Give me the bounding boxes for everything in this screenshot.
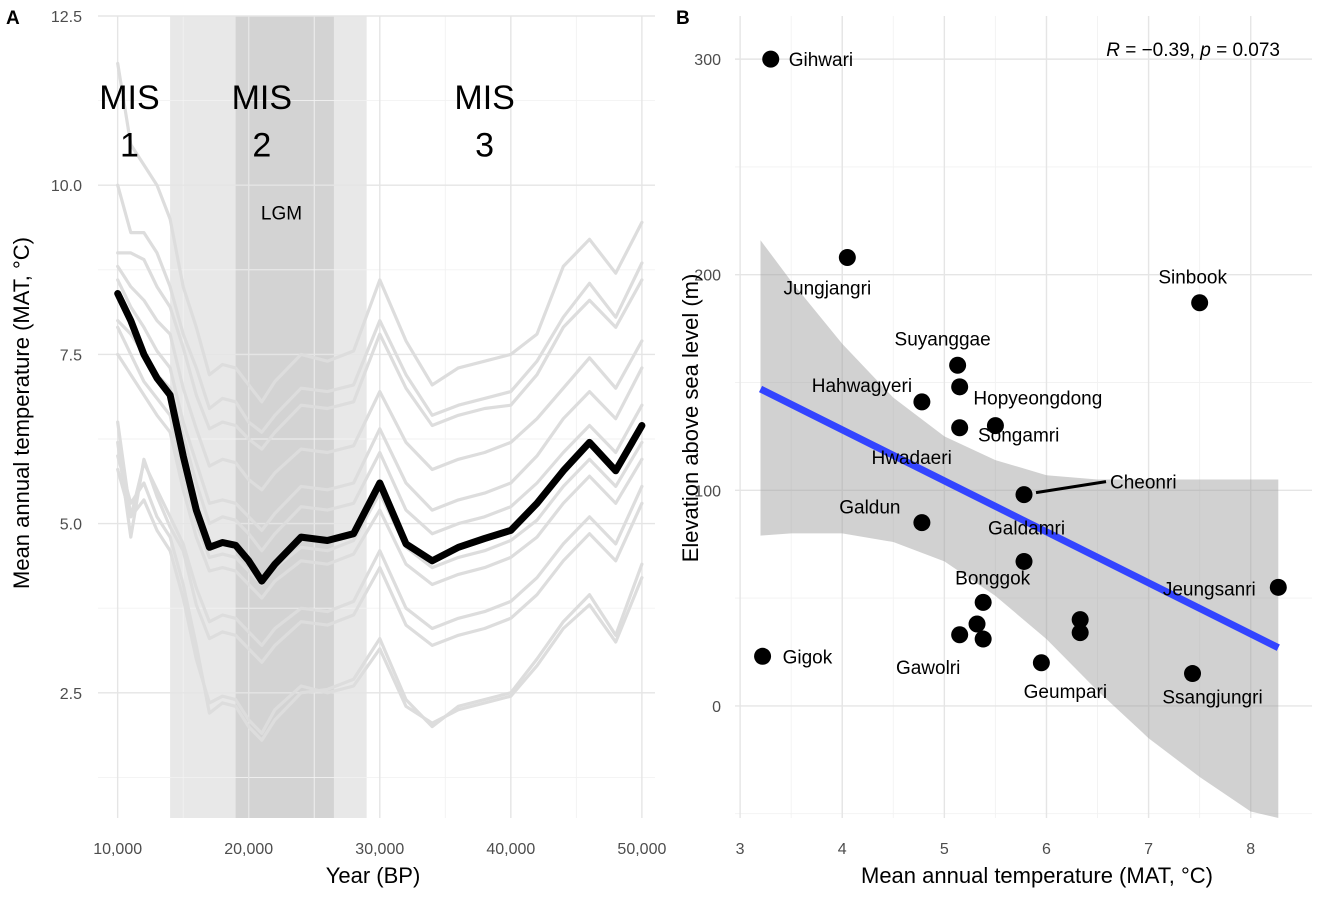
mis-label: MIS	[232, 79, 292, 117]
data-point	[1033, 654, 1050, 671]
site-label: Cheonri	[1110, 473, 1177, 494]
x-tick-label: 7	[1144, 841, 1153, 858]
site-label: Hwadaeri	[872, 448, 952, 469]
panel-b-y-axis-title: Elevation above sea level (m)	[678, 274, 703, 563]
data-point	[951, 378, 968, 395]
data-point	[913, 393, 930, 410]
panel-label-b: B	[676, 8, 690, 29]
site-label: Geumpari	[1024, 682, 1107, 703]
site-label: Jungjangri	[784, 278, 872, 299]
site-label: Jeungsanri	[1163, 579, 1256, 600]
mis-number: 3	[475, 127, 494, 165]
x-tick-label: 8	[1246, 841, 1255, 858]
panel-b-x-axis-title: Mean annual temperature (MAT, °C)	[861, 863, 1213, 888]
data-point	[1191, 294, 1208, 311]
x-tick-label: 50,000	[617, 841, 666, 858]
mis-label: MIS	[454, 79, 514, 117]
data-point	[951, 419, 968, 436]
data-point	[949, 357, 966, 374]
x-tick-label: 10,000	[93, 841, 142, 858]
mis-number: 2	[252, 127, 271, 165]
mis-label: MIS	[99, 79, 159, 117]
site-label: Gigok	[783, 647, 833, 668]
panel-a-x-axis-title: Year (BP)	[326, 863, 421, 888]
x-tick-label: 5	[940, 841, 949, 858]
y-tick-label: 2.5	[60, 686, 82, 703]
site-label: Galdamri	[988, 518, 1065, 539]
data-point	[1016, 553, 1033, 570]
data-point	[913, 514, 930, 531]
data-point	[1072, 624, 1089, 641]
data-point	[951, 626, 968, 643]
correlation-stat: R = −0.39, p = 0.073	[1106, 40, 1280, 61]
site-label: Hahwagyeri	[812, 376, 912, 397]
x-tick-label: 4	[838, 841, 847, 858]
panel-a-y-axis-title: Mean annual temperature (MAT, °C)	[9, 237, 34, 589]
y-tick-label: 300	[694, 52, 721, 69]
y-tick-label: 5.0	[60, 517, 82, 534]
data-point	[762, 51, 779, 68]
panel-label-a: A	[6, 8, 20, 29]
data-point	[754, 648, 771, 665]
y-tick-label: 0	[712, 699, 721, 716]
data-point	[969, 615, 986, 632]
site-label: Songamri	[978, 426, 1059, 447]
site-label: Gawolri	[896, 658, 960, 679]
site-label: Suyanggae	[895, 329, 991, 350]
y-tick-label: 10.0	[51, 178, 82, 195]
x-tick-label: 20,000	[224, 841, 273, 858]
x-tick-label: 30,000	[355, 841, 404, 858]
mis-number: 1	[120, 127, 139, 165]
shaded-band-2	[236, 16, 334, 818]
x-tick-label: 6	[1042, 841, 1051, 858]
y-tick-label: 12.5	[51, 9, 82, 26]
site-label: Hopyeongdong	[973, 389, 1102, 410]
x-tick-label: 40,000	[486, 841, 535, 858]
lgm-label: LGM	[261, 203, 302, 224]
data-point	[975, 631, 992, 648]
data-point	[839, 249, 856, 266]
data-point	[1270, 579, 1287, 596]
x-tick-label: 3	[736, 841, 745, 858]
site-label: Ssangjungri	[1162, 688, 1262, 709]
data-point	[1184, 665, 1201, 682]
panel-b: Gihwari Jungjangri Sinbook Suyanggae Hahwagy…	[676, 8, 1312, 888]
panel-a: 2.5 5.0 7.5 10.0 12.5 10,000 20,000 30,000 40,00…	[6, 8, 666, 888]
data-point	[1016, 486, 1033, 503]
data-point	[975, 594, 992, 611]
site-label: Bonggok	[955, 568, 1031, 589]
y-tick-label: 7.5	[60, 347, 82, 364]
site-label: Galdun	[839, 498, 900, 519]
site-label: Gihwari	[789, 50, 853, 71]
site-label: Sinbook	[1158, 268, 1227, 289]
